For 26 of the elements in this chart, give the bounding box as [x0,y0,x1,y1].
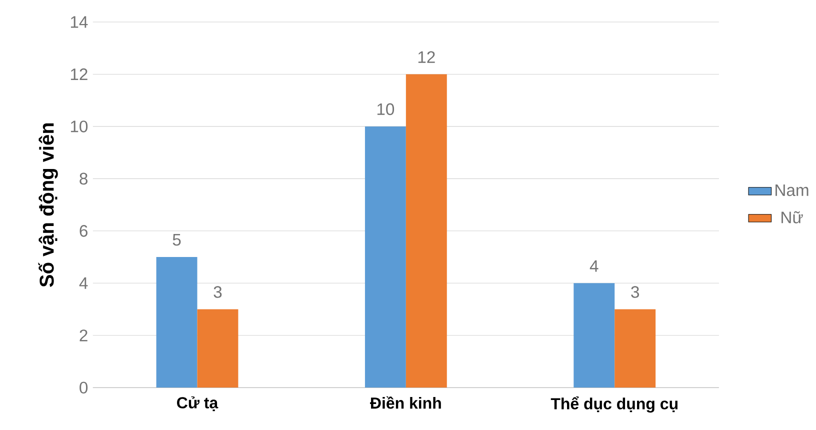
y-tick-label: 6 [80,225,88,238]
y-tick-label: 8 [80,173,88,185]
bar [197,309,238,388]
y-axis-title: Số vận động viên [38,124,58,288]
bar [574,283,615,388]
legend-label: Nữ [782,211,803,224]
x-tick-label: Cử tạ [177,396,218,412]
data-label: 4 [590,260,598,272]
x-tick-label: Điền kinh [370,396,441,409]
y-tick-label: 12 [70,68,88,80]
y-tick-label: 2 [80,330,88,342]
y-tick-label: 14 [70,16,88,28]
y-tick-label: 10 [70,120,88,133]
legend-label: Nam [776,184,808,196]
data-label: 5 [172,234,181,246]
bar [406,74,447,388]
bar [614,309,656,388]
data-label: 3 [631,286,639,298]
bar [156,257,198,388]
y-tick-label: 0 [80,382,88,394]
data-label: 3 [214,286,222,298]
bar [364,126,406,388]
data-label: 12 [418,51,435,64]
x-tick-label: Thể dục dụng cụ [550,396,678,413]
y-tick-label: 4 [79,278,88,290]
data-label: 10 [377,104,394,116]
